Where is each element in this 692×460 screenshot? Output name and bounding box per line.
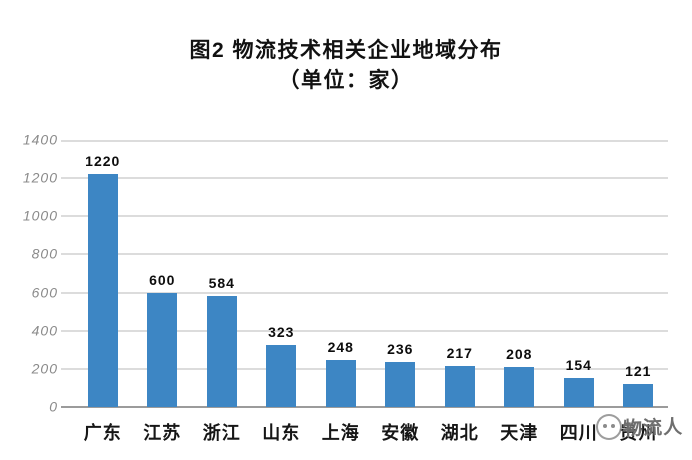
bar-value-label: 323 [268,324,295,341]
bar-value-label: 121 [625,362,652,379]
gridline [61,140,668,142]
bar [147,292,178,407]
x-axis-labels: 广东 江苏 浙江 山东 上海 安徽 湖北 天津 四川 贵州 [73,419,668,445]
bar-value-label: 584 [208,274,235,291]
bar-group: 248 [311,140,371,407]
gridline [61,177,668,180]
bar-value-label: 248 [327,338,354,355]
bar-group: 323 [252,140,312,407]
chart-title: 图2 物流技术相关企业地域分布 [189,39,503,62]
x-axis-label: 江苏 [143,423,182,443]
bar [444,365,475,407]
bar-group: 1220 [73,140,133,407]
x-axis-label: 广东 [83,423,122,443]
gridline [61,291,668,294]
bar [325,359,356,407]
x-axis-label: 上海 [321,423,360,443]
bar-group: 236 [371,140,431,407]
bar [87,174,118,407]
bar-value-label: 154 [565,356,592,373]
bar-group: 600 [133,140,193,407]
y-axis-tick-label: 0 [49,398,58,415]
gridline [61,253,668,256]
plot-area: 1220 600 584 323 248 236 217 208 154 121 [61,140,668,408]
watermark-logo-icon [596,413,622,440]
bar-group: 584 [192,140,252,407]
x-axis-baseline [61,406,668,408]
bar [504,367,535,407]
x-axis-label: 湖北 [440,423,479,443]
bar [266,345,297,407]
bar [623,383,654,407]
y-axis-tick-label: 1400 [22,131,58,148]
y-axis-tick-label: 600 [31,284,58,301]
x-axis-label: 四川 [559,423,598,443]
x-axis-label: 浙江 [202,423,241,443]
x-axis-label: 安徽 [381,423,420,443]
x-axis-label: 天津 [500,423,539,443]
x-axis-label: 山东 [262,423,301,443]
bar [385,362,416,407]
x-axis-label: 贵州 [619,423,658,443]
bar-group: 217 [430,140,490,407]
watermark: 物流人 [596,413,683,440]
y-axis-tick-label: 1200 [22,169,58,186]
bar-value-label: 600 [149,271,176,288]
watermark-text: 物流人 [622,416,684,441]
bar [563,377,594,407]
bar-value-label: 208 [506,346,533,363]
bar-group: 121 [609,140,669,407]
bars-container: 1220 600 584 323 248 236 217 208 154 121 [73,140,668,407]
y-axis-tick-label: 200 [31,360,58,377]
y-axis-tick-label: 800 [31,246,58,263]
y-axis-tick-label: 1000 [22,207,58,224]
chart-subtitle: （单位：家） [278,69,414,92]
gridline [61,367,668,370]
bar-group: 154 [549,140,609,407]
bar [206,295,237,407]
gridline [61,329,668,332]
bar-group: 208 [490,140,550,407]
y-axis: 0 200 400 600 800 1000 1200 1400 [6,132,58,415]
bar-value-label: 236 [387,341,414,357]
y-axis-tick-label: 400 [31,322,58,339]
gridline [61,215,668,218]
bar-value-label: 217 [446,344,473,361]
bar-value-label: 1220 [85,153,121,170]
